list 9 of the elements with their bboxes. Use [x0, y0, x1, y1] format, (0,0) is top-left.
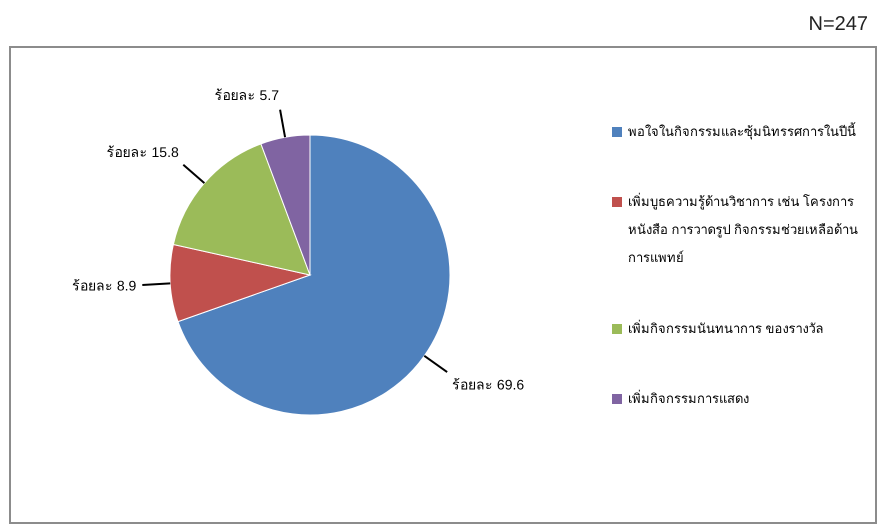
- data-label: ร้อยละ 8.9: [72, 277, 137, 294]
- data-label: ร้อยละ 5.7: [214, 86, 280, 103]
- data-label: ร้อยละ 69.6: [452, 376, 524, 392]
- legend-label: เพิ่มกิจกรรมการแสดง: [628, 388, 749, 408]
- legend-label: เพิ่มบูธความรู้ด้านวิชาการ เช่น โครงการ หนังสือ การวาดรูป กิจกรรมช่วยเหลือด้านการแพทย์: [628, 192, 860, 268]
- text: N=247: [808, 13, 868, 35]
- legend-label: เพิ่มกิจกรรมนันทนาการ ของรางวัล: [628, 318, 824, 338]
- legend-label: พอใจในกิจกรรมและซุ้มนิทรรศการในปีนี้: [628, 121, 856, 142]
- data-label: ร้อยละ 15.8: [106, 144, 179, 160]
